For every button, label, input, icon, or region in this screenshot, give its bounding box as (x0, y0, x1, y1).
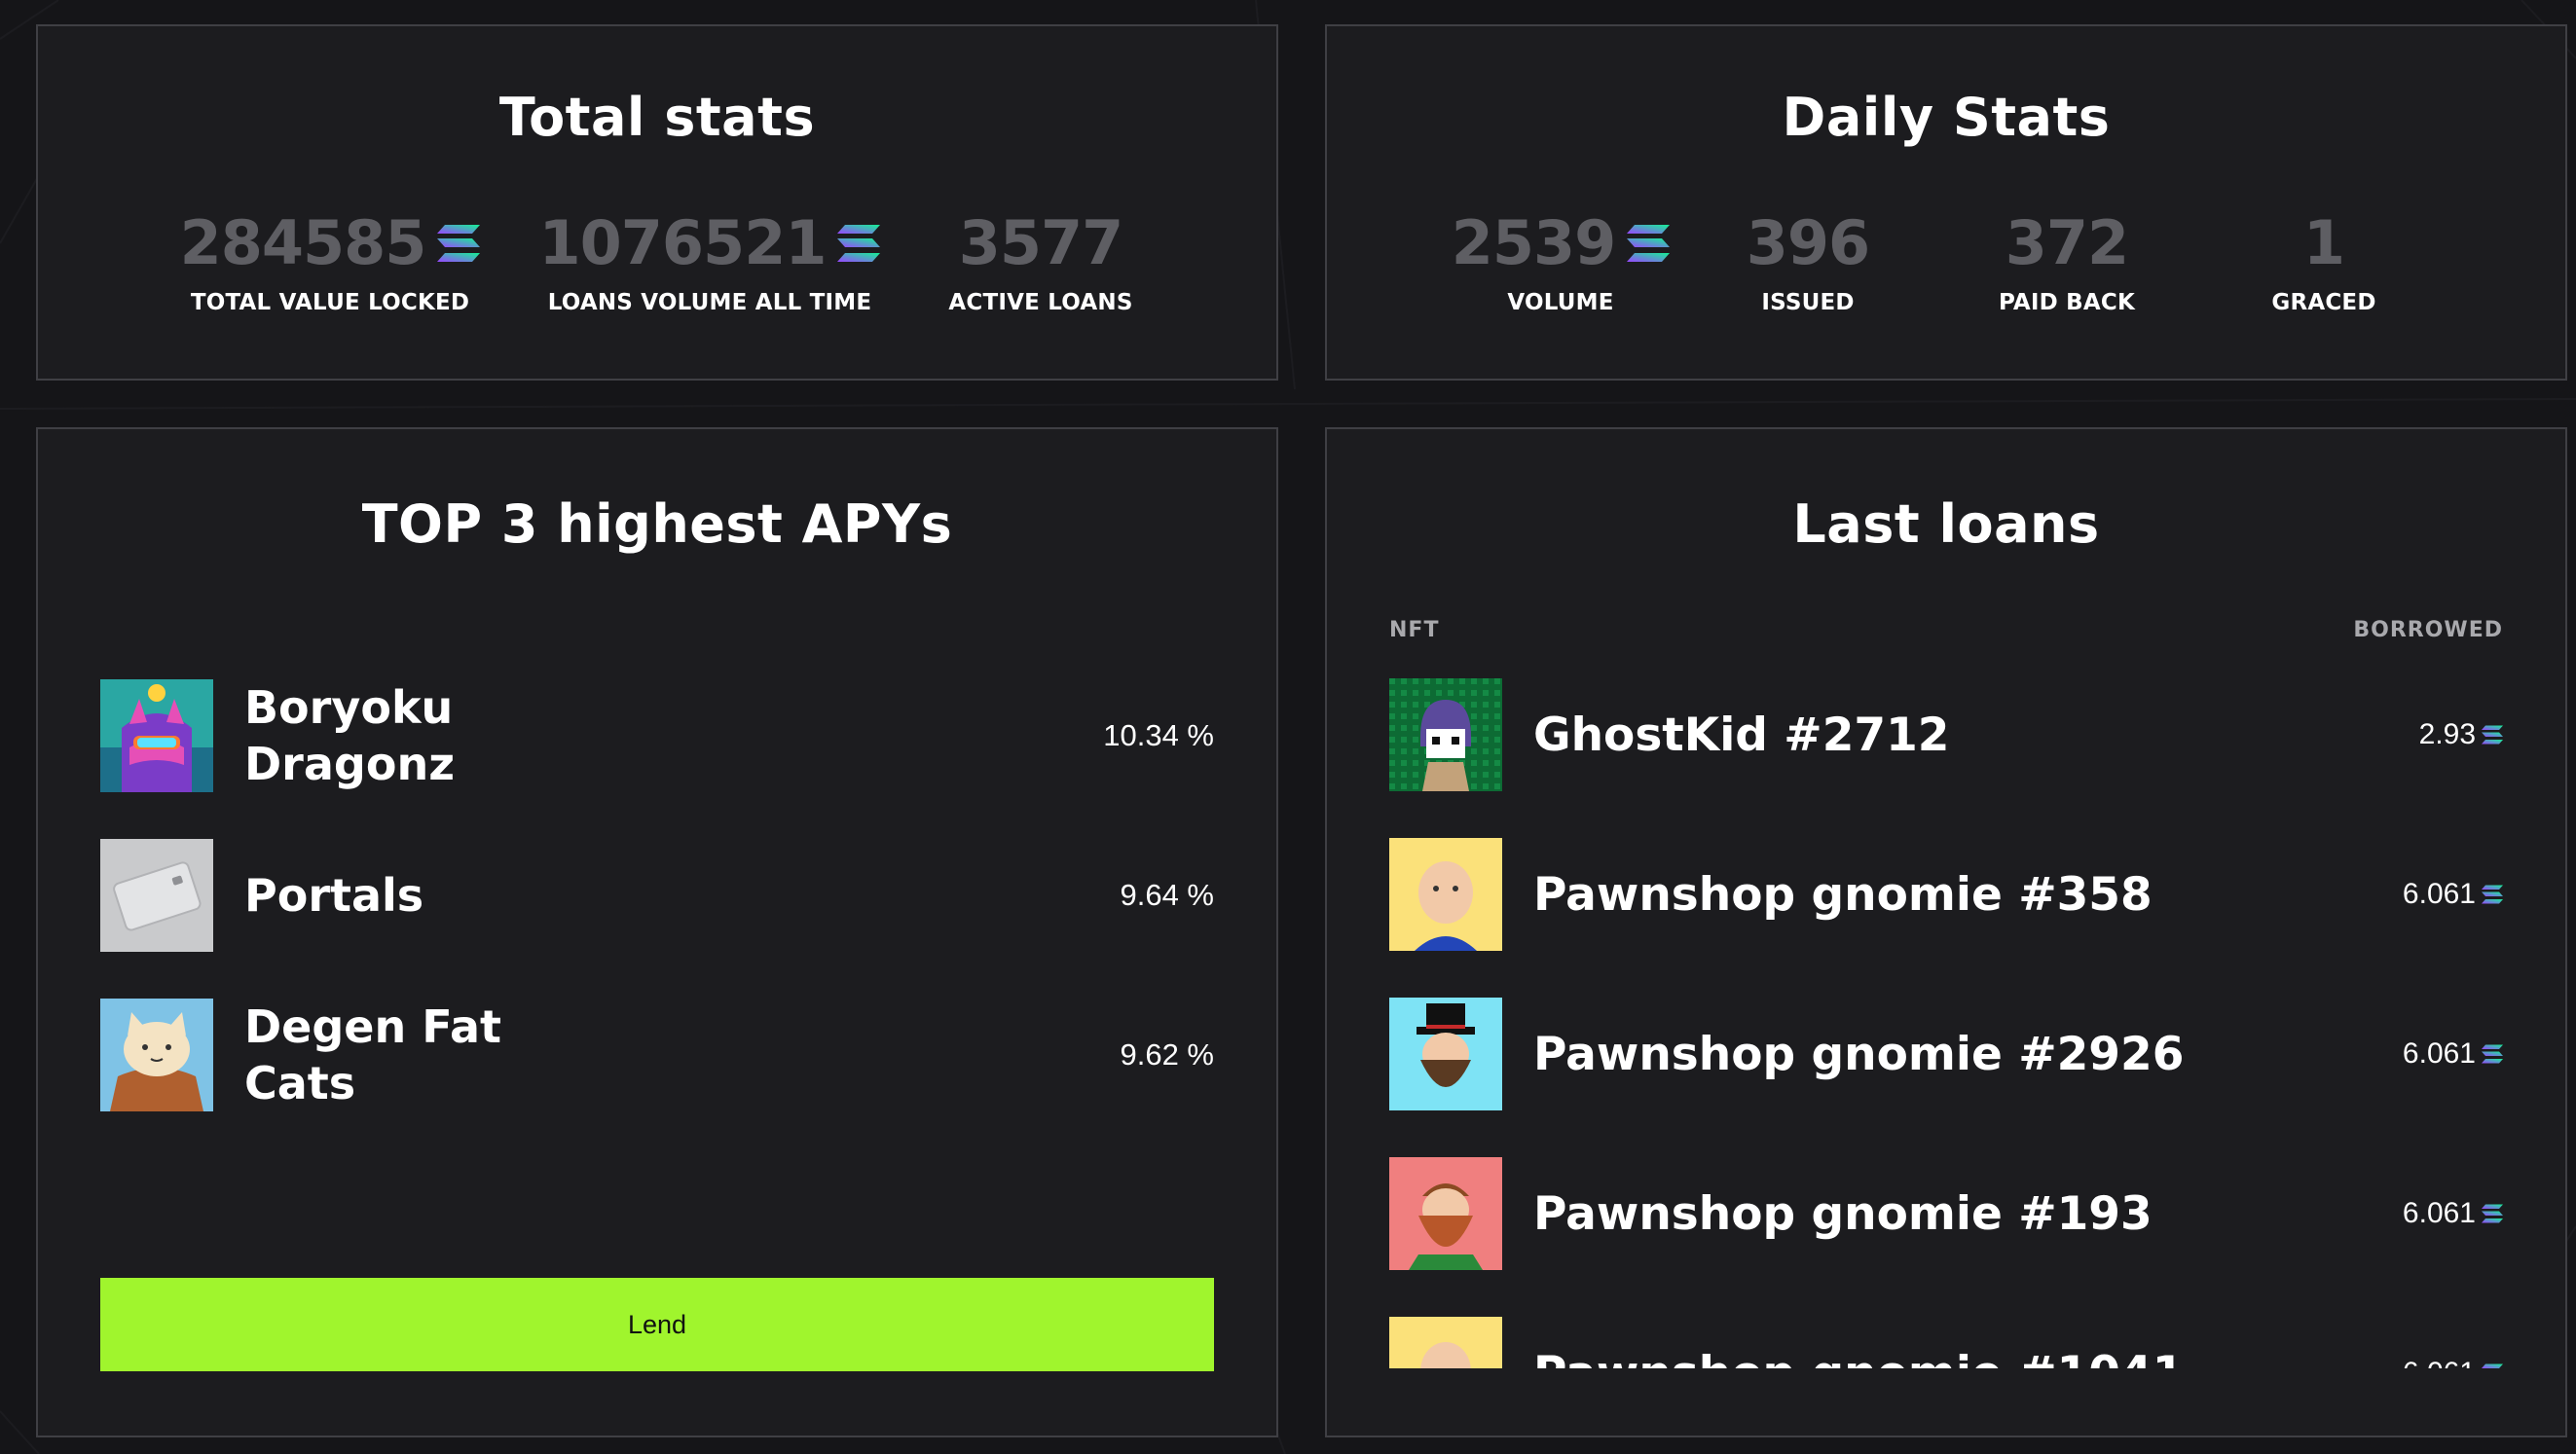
nft-thumbnail (1389, 998, 1502, 1110)
stat-label: ISSUED (1761, 290, 1855, 315)
top-apys-title: TOP 3 highest APYs (361, 493, 953, 555)
stat-label: TOTAL VALUE LOCKED (190, 290, 470, 315)
nft-name: Pawnshop gnomie #1041 (1533, 1347, 2184, 1369)
nft-name: GhostKid #2712 (1533, 708, 1950, 762)
stat-label: ACTIVE LOANS (948, 290, 1133, 315)
daily-stats-panel: Daily Stats 2539 VOLUME 396 ISSUED 372 P… (1325, 24, 2567, 381)
apy-value: 10.34 % (1103, 718, 1214, 752)
loan-row[interactable]: Pawnshop gnomie #2926 6.061 (1389, 997, 2503, 1111)
stat-value: 1 (2302, 207, 2345, 278)
stat-active-loans: 3577 ACTIVE LOANS (924, 207, 1158, 315)
column-header-borrowed: BORROWED (2353, 618, 2503, 642)
nft-thumbnail (1389, 838, 1502, 951)
collection-name: Portals (244, 869, 424, 922)
solana-icon (1627, 224, 1671, 262)
apy-row[interactable]: Boryoku Dragonz 10.34 % (100, 678, 1214, 793)
loan-row[interactable]: GhostKid #2712 2.93 (1389, 677, 2503, 792)
stat-label: LOANS VOLUME ALL TIME (547, 290, 872, 315)
solana-icon (2482, 725, 2503, 745)
stat-value: 2539 (1451, 207, 1617, 278)
lend-button[interactable]: Lend (100, 1278, 1214, 1371)
nft-name: Pawnshop gnomie #2926 (1533, 1027, 2185, 1081)
top-apys-panel: TOP 3 highest APYs Boryoku Dragonz 10.34… (36, 427, 1278, 1437)
borrowed-amount: 6.061 (2402, 1037, 2476, 1070)
borrowed-amount: 6.061 (2403, 1357, 2476, 1368)
nft-thumbnail (1389, 1157, 1502, 1270)
solana-icon (2482, 1044, 2503, 1064)
stat-label: VOLUME (1507, 290, 1614, 315)
solana-icon (837, 224, 881, 262)
stat-value: 3577 (958, 207, 1124, 278)
stat-paid-back: 372 PAID BACK (1950, 207, 2184, 315)
nft-thumbnail (1389, 1317, 1502, 1368)
column-header-nft: NFT (1389, 618, 1440, 642)
nft-name: Pawnshop gnomie #193 (1533, 1186, 2153, 1241)
nft-name: Pawnshop gnomie #358 (1533, 867, 2153, 922)
loans-list[interactable]: GhostKid #2712 2.93 Pawnshop gnomie #358 (1327, 677, 2565, 1368)
apy-value: 9.64 % (1120, 878, 1214, 912)
solana-icon (437, 224, 481, 262)
stat-label: GRACED (2271, 290, 2376, 315)
apy-row[interactable]: Portals 9.64 % (100, 838, 1214, 953)
total-stats-panel: Total stats 284585 TOTAL VALUE LOCKED 10… (36, 24, 1278, 381)
stat-label: PAID BACK (1998, 290, 2136, 315)
stat-total-value-locked: 284585 TOTAL VALUE LOCKED (174, 207, 486, 315)
apy-row[interactable]: Degen Fat Cats 9.62 % (100, 998, 1214, 1112)
collection-thumbnail (100, 839, 213, 952)
stat-daily-volume: 2539 VOLUME (1444, 207, 1677, 315)
collection-thumbnail (100, 679, 213, 792)
nft-thumbnail (1389, 678, 1502, 791)
collection-name: Boryoku Dragonz (244, 681, 455, 790)
daily-stats-title: Daily Stats (1782, 87, 2111, 148)
stat-value: 396 (1746, 207, 1870, 278)
borrowed-amount: 6.061 (2402, 1197, 2476, 1229)
loan-row[interactable]: Pawnshop gnomie #358 6.061 (1389, 837, 2503, 952)
last-loans-title: Last loans (1792, 493, 2100, 555)
last-loans-panel: Last loans NFT BORROWED GhostKid #2712 (1325, 427, 2567, 1437)
total-stats-title: Total stats (498, 87, 816, 148)
stat-issued: 396 ISSUED (1711, 207, 1905, 315)
stat-value: 372 (2005, 207, 2129, 278)
stat-value: 284585 (179, 207, 427, 278)
collection-thumbnail (100, 999, 213, 1111)
loan-row[interactable]: Pawnshop gnomie #1041 6.061 (1389, 1316, 2503, 1368)
solana-icon (2482, 885, 2503, 904)
stat-graced: 1 GRACED (2226, 207, 2421, 315)
loan-row[interactable]: Pawnshop gnomie #193 6.061 (1389, 1156, 2503, 1271)
collection-name: Degen Fat Cats (244, 1000, 502, 1109)
borrowed-amount: 2.93 (2418, 718, 2476, 750)
solana-icon (2482, 1363, 2503, 1368)
stat-loans-volume-all-time: 1076521 LOANS VOLUME ALL TIME (534, 207, 885, 315)
apy-value: 9.62 % (1120, 1037, 1214, 1072)
solana-icon (2482, 1204, 2503, 1223)
stat-value: 1076521 (538, 207, 828, 278)
borrowed-amount: 6.061 (2402, 878, 2476, 910)
